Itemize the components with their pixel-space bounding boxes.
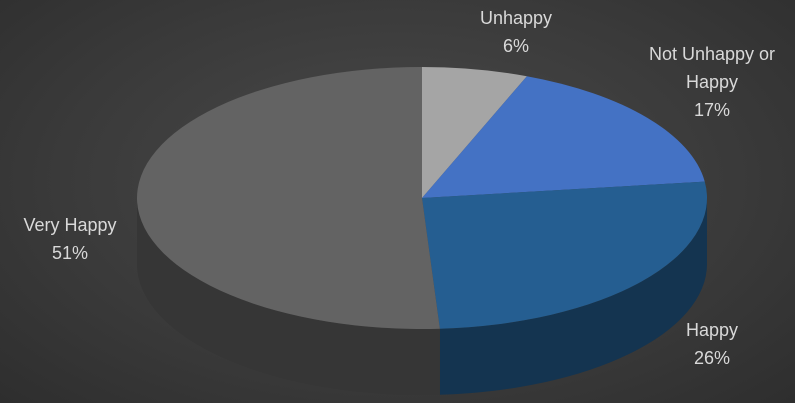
category-label: Very Happy (23, 215, 117, 235)
data-label: Unhappy 6% (456, 4, 576, 60)
value-label: 6% (502, 36, 529, 56)
slice (422, 76, 705, 198)
category-label: Not Unhappy or Happy (648, 44, 776, 92)
value-label: 51% (51, 243, 89, 263)
category-label: Happy (685, 320, 739, 340)
value-label: 26% (693, 348, 731, 368)
slice (422, 67, 527, 198)
slice (136, 67, 440, 330)
slice-side (439, 198, 707, 395)
slice-side (136, 198, 440, 396)
category-label: Unhappy (479, 8, 553, 28)
value-label: 17% (693, 100, 731, 120)
data-label: Very Happy 51% (5, 211, 135, 267)
data-label: Happy 26% (652, 316, 772, 372)
data-label: Not Unhappy or Happy 17% (627, 40, 795, 124)
slice (422, 181, 707, 329)
